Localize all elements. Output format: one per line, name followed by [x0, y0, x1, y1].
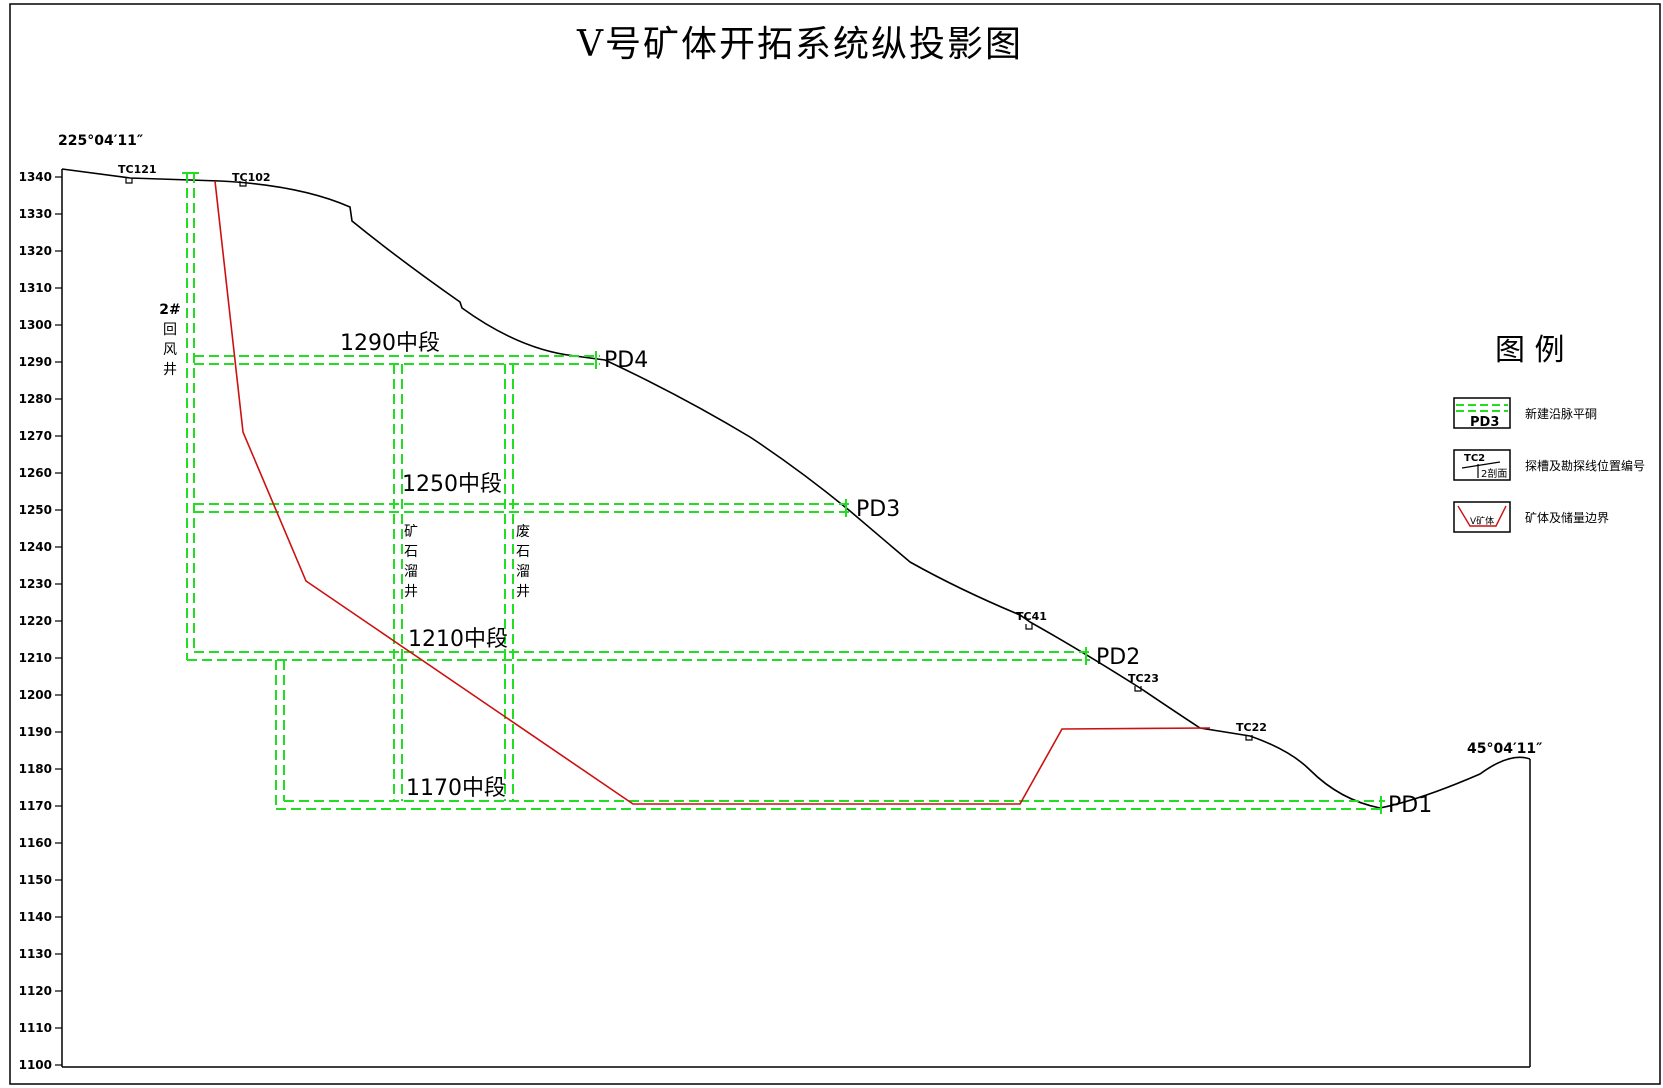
elevation-tick-label: 1100 — [19, 1058, 52, 1072]
svg-text:溜: 溜 — [516, 564, 530, 580]
elevation-tick-label: 1110 — [19, 1021, 52, 1035]
level-label-1290: 1290中段 — [340, 331, 440, 356]
legend-orebody-symbol-text: V矿体 — [1470, 515, 1494, 527]
svg-text:井: 井 — [516, 584, 530, 600]
legend-trench-symbol-bottom: 2剖面 — [1481, 467, 1507, 480]
orebody-boundary — [214, 180, 1211, 805]
svg-text:石: 石 — [404, 544, 418, 560]
legend-item-orebody: V矿体 矿体及储量边界 — [1453, 501, 1609, 533]
elevation-tick-label: 1340 — [19, 170, 52, 184]
svg-text:石: 石 — [516, 544, 530, 560]
svg-text:井: 井 — [404, 584, 418, 600]
level-label-1170: 1170中段 — [406, 776, 506, 801]
elevation-tick-label: 1120 — [19, 984, 52, 998]
trench-label-tc41: TC41 — [1016, 610, 1047, 623]
elevation-tick-label: 1330 — [19, 207, 52, 221]
legend-trench-label: 探槽及勘探线位置编号 — [1525, 458, 1645, 473]
trench-label-tc22: TC22 — [1236, 721, 1267, 734]
elevation-tick-label: 1180 — [19, 762, 52, 776]
right-bearing-label: 45°04′11″ — [1467, 741, 1542, 757]
legend-trench-symbol-top: TC2 — [1464, 453, 1485, 464]
elevation-tick-label: 1160 — [19, 836, 52, 850]
elevation-tick-label: 1300 — [19, 318, 52, 332]
svg-text:回: 回 — [163, 322, 177, 338]
trench-label-tc23: TC23 — [1128, 672, 1159, 685]
elevation-tick-label: 1320 — [19, 244, 52, 258]
level-label-1250: 1250中段 — [402, 472, 502, 497]
elevation-tick-label: 1200 — [19, 688, 52, 702]
elevation-tick-label: 1250 — [19, 503, 52, 517]
svg-text:井: 井 — [163, 362, 177, 378]
legend-item-adit: PD3 新建沿脉平硐 — [1453, 397, 1597, 430]
trench-markers — [125, 178, 1253, 741]
elevation-tick-label: 1260 — [19, 466, 52, 480]
adit-label-pd1: PD1 — [1388, 793, 1432, 818]
svg-text:废: 废 — [516, 524, 530, 540]
elevation-tick-label: 1210 — [19, 651, 52, 665]
return-air-shaft-label: 2# 回风井 — [159, 302, 180, 378]
terrain-profile — [61, 168, 1531, 809]
svg-text:风: 风 — [163, 342, 177, 358]
elevation-tick-label: 1270 — [19, 429, 52, 443]
elevation-tick-label: 1150 — [19, 873, 52, 887]
legend-adit-label: 新建沿脉平硐 — [1525, 406, 1597, 421]
elevation-tick-label: 1140 — [19, 910, 52, 924]
svg-text:2#: 2# — [159, 302, 180, 318]
elevation-tick-label: 1240 — [19, 540, 52, 554]
legend-item-trench: TC2 2剖面 探槽及勘探线位置编号 — [1453, 449, 1645, 481]
legend-adit-symbol-text: PD3 — [1470, 415, 1499, 430]
adit-portals — [595, 351, 1382, 814]
drawing-border — [9, 3, 1661, 1085]
mine-workings — [182, 172, 1385, 810]
trench-label-tc121: TC121 — [118, 163, 157, 176]
level-label-1210: 1210中段 — [408, 627, 508, 652]
svg-text:溜: 溜 — [404, 564, 418, 580]
drawing-title: V号矿体开拓系统纵投影图 — [576, 24, 1023, 65]
svg-text:矿: 矿 — [404, 524, 418, 540]
trench-label-tc102: TC102 — [232, 171, 271, 184]
elevation-tick-label: 1310 — [19, 281, 52, 295]
elevation-tick-label: 1220 — [19, 614, 52, 628]
elevation-tick-label: 1230 — [19, 577, 52, 591]
elevation-tick-label: 1170 — [19, 799, 52, 813]
adit-label-pd4: PD4 — [604, 348, 648, 373]
elevation-tick-label: 1190 — [19, 725, 52, 739]
left-bearing-label: 225°04′11″ — [58, 133, 143, 149]
adit-label-pd2: PD2 — [1096, 645, 1140, 670]
elevation-tick-label: 1290 — [19, 355, 52, 369]
elevation-tick-label: 1130 — [19, 947, 52, 961]
elevation-tick-label: 1280 — [19, 392, 52, 406]
legend-title: 图 例 — [1495, 333, 1565, 368]
legend-orebody-label: 矿体及储量边界 — [1525, 510, 1609, 525]
adit-label-pd3: PD3 — [856, 497, 900, 522]
elevation-ticks: 1340 1330 1320 1310 1300 1290 1280 1270 1260 1250… — [19, 170, 62, 1072]
